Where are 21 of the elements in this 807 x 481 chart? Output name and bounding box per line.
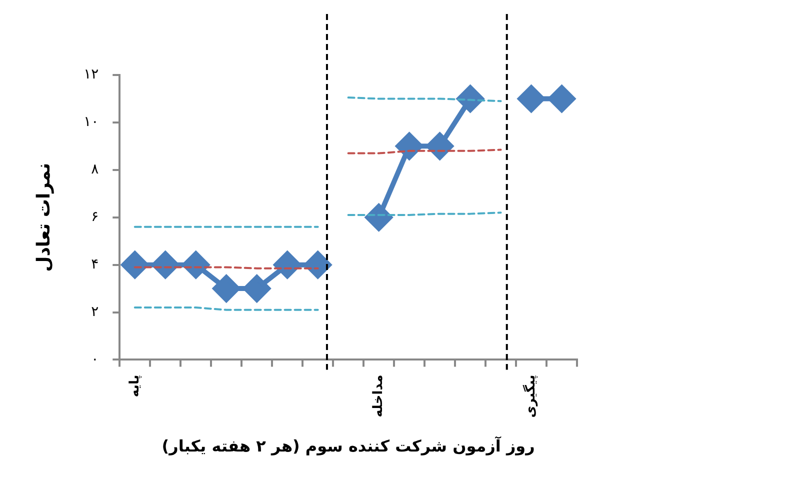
y-tick-label: ۱۰	[84, 114, 99, 130]
y-tick-label: ۲	[91, 304, 99, 320]
y-tick-label: ۱۲	[84, 66, 99, 83]
point	[243, 275, 270, 302]
x-tick-label: پیگیری	[522, 374, 539, 418]
y-axis-title: نمرات تعادل	[33, 162, 54, 272]
y-tick-label: ۸	[91, 162, 100, 178]
point	[304, 251, 332, 278]
point	[426, 132, 454, 160]
x-tick-label: مداخله	[371, 374, 386, 418]
y-tick-label: ۶	[91, 209, 99, 226]
point	[274, 251, 301, 278]
point	[121, 251, 148, 278]
y-tick-label: ۰	[91, 351, 99, 368]
y-tick-label: ۴	[91, 256, 99, 272]
x-tick-label: پایه	[127, 374, 142, 398]
point	[212, 275, 240, 302]
point	[548, 85, 576, 112]
x-axis-title: روز آزمون شرکت کننده سوم (هر ۲ هفته یکبار)	[162, 436, 535, 456]
point	[518, 85, 545, 112]
point	[396, 132, 423, 160]
